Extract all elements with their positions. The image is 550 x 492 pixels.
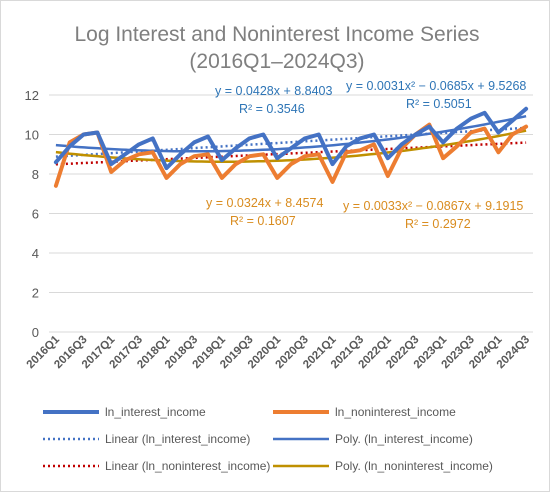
eq-linear-interest: y = 0.0428x + 8.8403 — [215, 84, 333, 98]
chart-title: Log Interest and Noninterest Income Seri… — [74, 23, 479, 46]
chart-subtitle: (2016Q1–2024Q3) — [189, 50, 364, 73]
gridlines — [49, 94, 533, 333]
y-tick-label: 4 — [32, 246, 39, 261]
trendlines — [55, 114, 527, 166]
legend-label-linear-interest: Linear (ln_interest_income) — [105, 432, 250, 446]
legend-label-poly-noninterest: Poly. (ln_noninterest_income) — [335, 459, 493, 473]
r2-poly-interest: R² = 0.5051 — [406, 97, 472, 111]
legend-label-noninterest: ln_noninterest_income — [335, 405, 456, 419]
legend-label-interest: ln_interest_income — [105, 405, 206, 419]
y-tick-label: 10 — [25, 128, 39, 143]
y-tick-label: 8 — [32, 167, 39, 182]
legend-label-poly-interest: Poly. (ln_interest_income) — [335, 432, 473, 446]
y-tick-label: 6 — [32, 207, 39, 222]
legend-label-linear-noninterest: Linear (ln_noninterest_income) — [105, 459, 270, 473]
trendline-linear — [55, 126, 527, 158]
y-tick-label: 0 — [32, 325, 39, 340]
y-tick-labels: 0 2 4 6 8 10 12 — [25, 88, 39, 340]
trendline-linear — [55, 141, 527, 166]
r2-linear-noninterest: R² = 0.1607 — [230, 214, 296, 228]
trendline-equations: y = 0.0428x + 8.8403 R² = 0.3546 y = 0.0… — [206, 79, 526, 231]
legend: ln_interest_income ln_noninterest_income… — [43, 405, 493, 473]
series-line-ln_interest_income — [53, 106, 529, 171]
y-tick-label: 2 — [32, 286, 39, 301]
series-line-ln_noninterest_income — [53, 122, 529, 188]
r2-poly-noninterest: R² = 0.2972 — [405, 217, 471, 231]
data-series — [53, 106, 529, 188]
trendline-poly — [55, 129, 527, 163]
eq-poly-interest: y = 0.0031x² − 0.0685x + 9.5268 — [346, 79, 526, 93]
r2-linear-interest: R² = 0.3546 — [239, 102, 305, 116]
y-tick-label: 12 — [25, 88, 39, 103]
x-tick-labels: 2016Q12016Q32017Q12017Q32018Q12018Q32019… — [25, 333, 533, 371]
eq-linear-noninterest: y = 0.0324x + 8.4574 — [206, 196, 324, 210]
eq-poly-noninterest: y = 0.0033x² − 0.0867x + 9.1915 — [343, 199, 523, 213]
